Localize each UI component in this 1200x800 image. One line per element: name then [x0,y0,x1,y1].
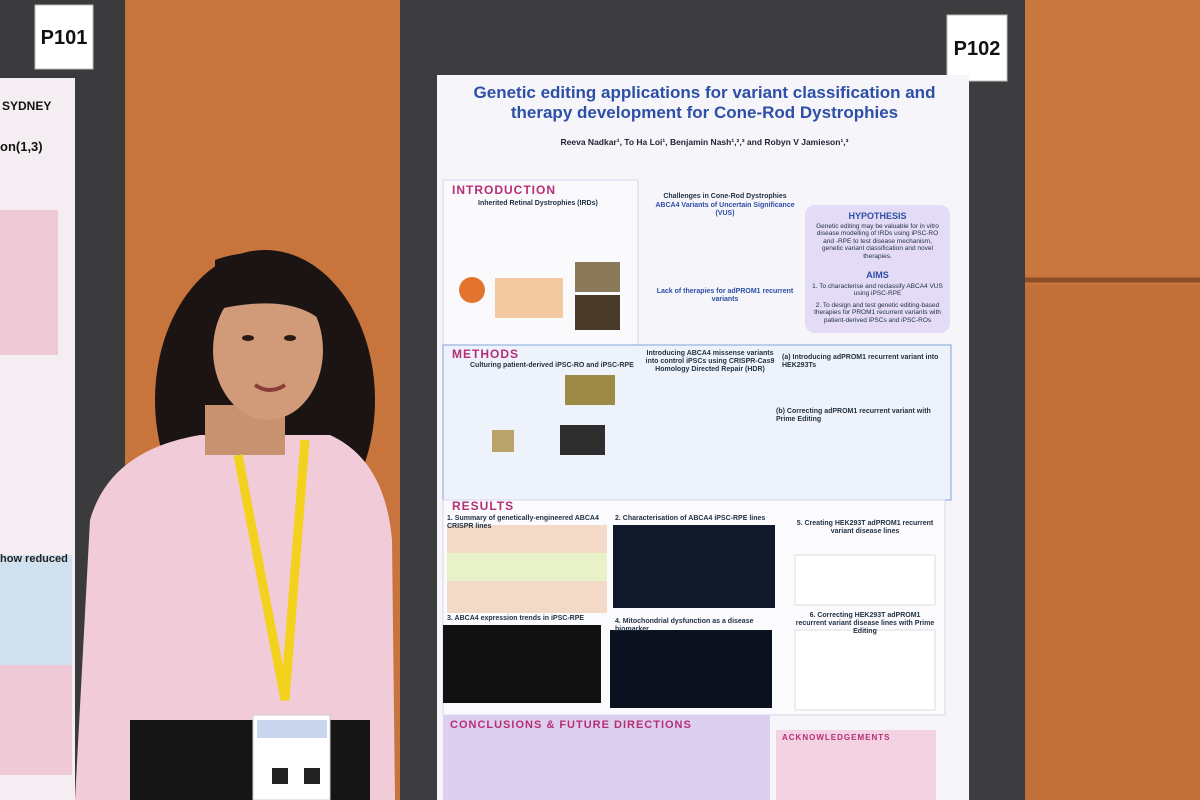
subheading: Challenges in Cone-Rod Dystrophies [663,193,787,200]
section-heading: ACKNOWLEDGEMENTS [782,733,891,742]
results-image [443,625,601,703]
board-tag [34,4,94,70]
aims-list: 1. To characterise and reclassify ABCA4 … [812,283,943,328]
aim: 1. To characterise and reclassify ABCA4 … [812,283,943,298]
board-label: P102 [953,38,1001,60]
subheading: 5. Creating HEK293T adPROM1 recurrent va… [796,520,934,536]
left-poster-box [0,210,58,355]
subheading: Inherited Retinal Dystrophies (IRDs) [478,200,598,207]
mouth [253,383,287,392]
hair-fringe [215,252,330,330]
board-tag [946,14,1008,82]
subheading: 4. Mitochondrial dysfunction as a diseas… [615,618,754,634]
left-poster-text: SYDNEY [2,99,52,113]
results-image [613,525,775,608]
qr-code [272,768,288,784]
section-heading: CONCLUSIONS & FUTURE DIRECTIONS [450,719,692,731]
wall-panel [1025,285,1200,800]
conclusions-panel [443,715,770,800]
subheading: 2. Characterisation of ABCA4 iPSC-RPE li… [615,515,766,522]
badge-header [257,720,327,738]
fundus-photo [575,262,620,292]
results-chromatogram [794,629,936,711]
lanyard [233,439,310,701]
left-poster-box [0,665,72,775]
aims-heading: AIMS [866,270,889,280]
retina-figure [495,278,563,318]
section-heading: INTRODUCTION [452,183,556,197]
hypothesis-text: Genetic editing may be valuable for in v… [816,223,939,260]
subheading: Lack of therapies for adPROM1 recurrent … [656,288,794,304]
wall-panel [1025,0,1200,275]
methods-photo [492,430,514,452]
methods-panel [442,344,952,501]
face [213,280,323,420]
left-poster-text: how reduced [0,553,68,565]
acknowledgements-panel [776,730,936,800]
fundus-photo [575,295,620,330]
methods-photo [560,425,605,455]
subheading: Culturing patient-derived iPSC-RO and iP… [470,362,634,369]
eye [242,335,254,341]
subheading: (a) Introducing adPROM1 recurrent varian… [782,354,939,370]
left-poster-text: on(1,3) [0,139,43,154]
results-chromatogram [794,554,936,606]
qr-code [304,768,320,784]
results-table-band [447,553,607,581]
section-heading: METHODS [452,347,519,361]
aim: 2. To design and test genetic editing-ba… [814,301,941,324]
section-heading: RESULTS [452,499,515,513]
board-label: P101 [40,27,88,49]
eye [284,335,296,341]
eye-figure [459,277,485,303]
subheading: (b) Correcting adPROM1 recurrent variant… [776,408,931,424]
poster-title: Genetic editing applications for variant… [473,83,936,122]
hypothesis-box [805,205,950,333]
results-image [610,630,772,708]
subheading: 1. Summary of genetically-engineered ABC… [447,515,599,531]
trousers [130,720,370,800]
methods-photo [565,375,615,405]
subheading: ABCA4 Variants of Uncertain Significance… [655,202,795,218]
shirt [75,435,395,800]
subheading: Introducing ABCA4 missense variants into… [645,350,775,374]
poster-authors: Reeva Nadkar¹, To Ha Loi¹, Benjamin Nash… [560,137,849,147]
subheading: 6. Correcting HEK293T adPROM1 recurrent … [795,612,935,636]
hypothesis-heading: HYPOTHESIS [848,211,907,221]
subheading: 3. ABCA4 expression trends in iPSC-RPE [447,615,585,622]
left-poster-box [0,555,72,665]
